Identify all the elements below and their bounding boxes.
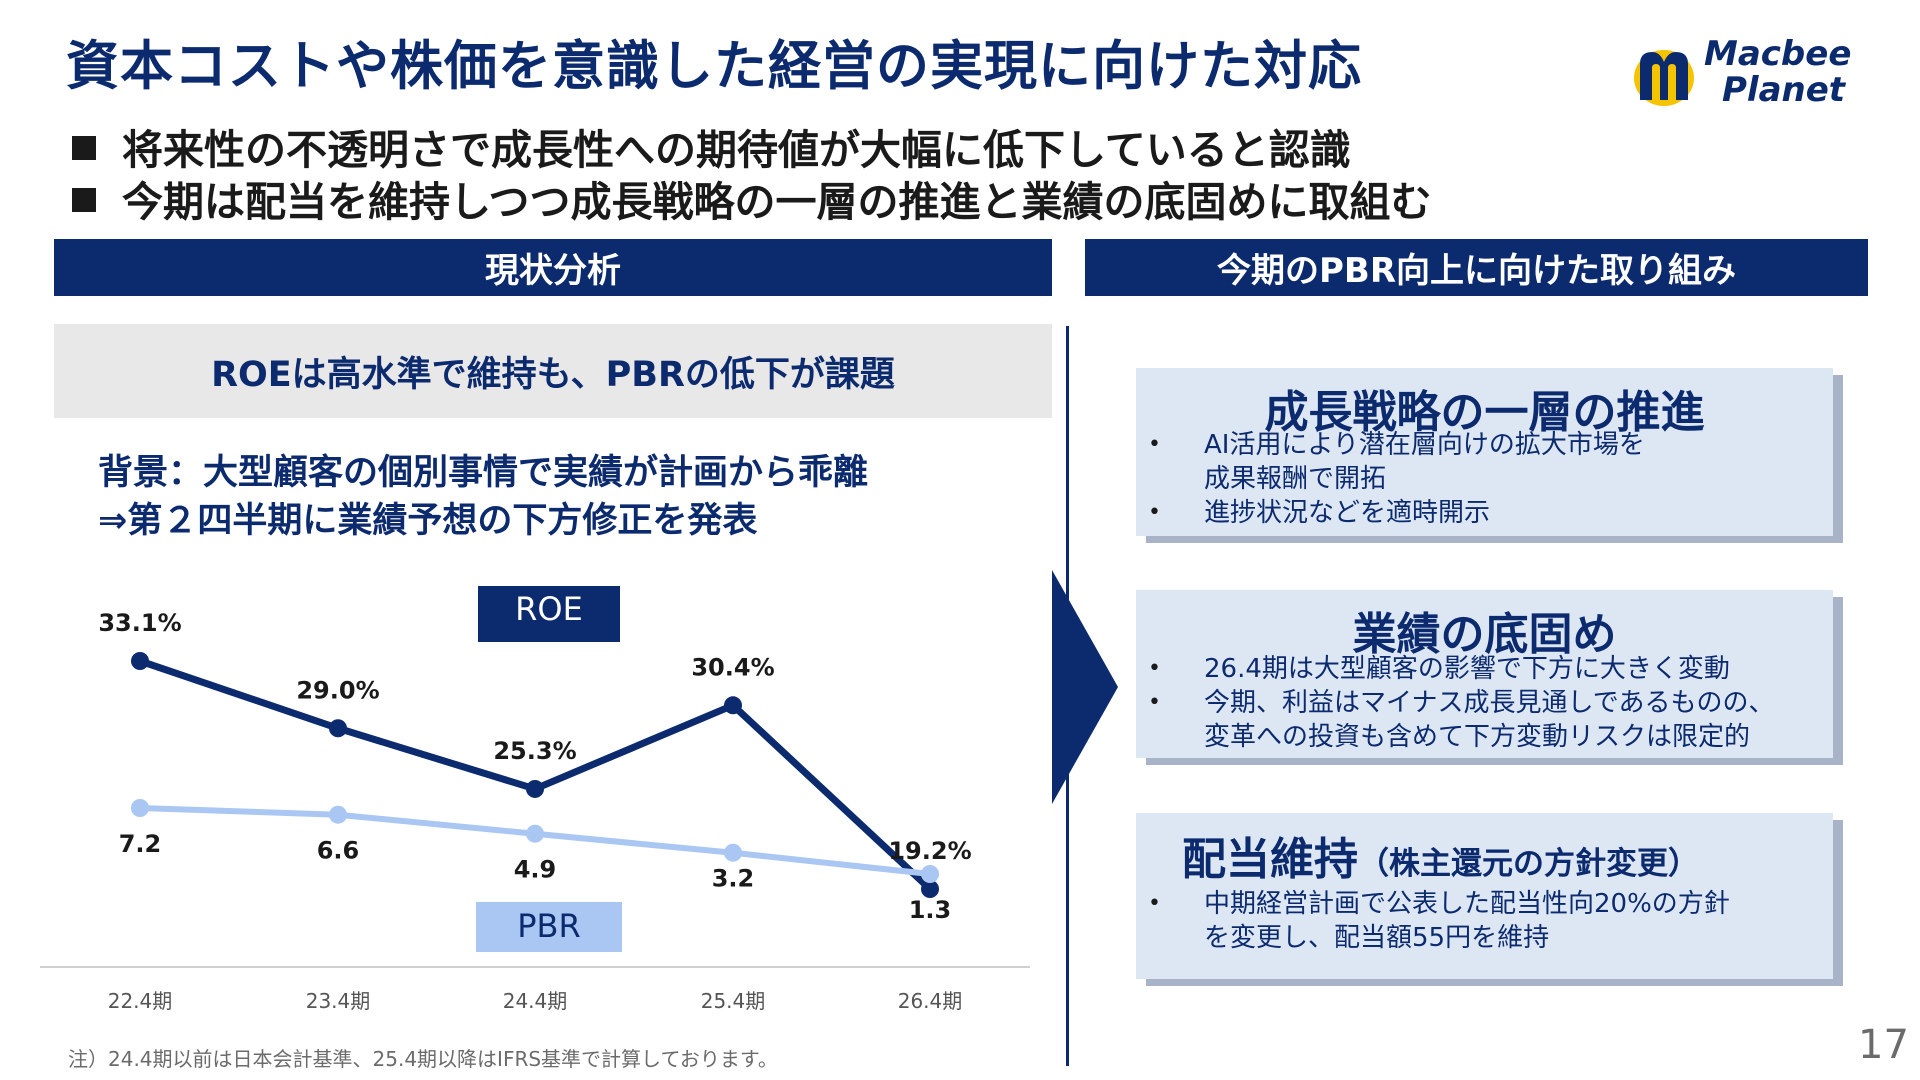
series-roe-point [526, 779, 544, 798]
card-3-list: 中期経営計画で公表した配当性向20%の方針 を変更し、配当額55円を維持 [1136, 887, 1826, 955]
background-line-1: 背景：大型顧客の個別事情で実績が計画から乖離 [98, 453, 869, 493]
legend-roe-label: ROE [515, 590, 583, 628]
series-pbr-point [131, 799, 149, 817]
series-pbr-data-label: 6.6 [317, 837, 360, 865]
x-tick-label: 23.4期 [306, 989, 371, 1013]
series-pbr-data-label: 3.2 [712, 865, 755, 893]
bullet-2: 今期は配当を維持しつつ成長戦略の一層の推進と業績の底固めに取組む [72, 168, 1432, 228]
card-1-list: AI活用により潜在層向けの拡大市場を 成果報酬で開拓 進捗状況などを適時開示 [1136, 428, 1826, 530]
legend-roe-box [478, 586, 620, 642]
series-pbr-data-label: 4.9 [514, 856, 557, 884]
card-2-item-1: 26.4期は大型顧客の影響で下方に大きく変動 [1136, 652, 1826, 686]
series-roe-point [921, 880, 939, 898]
series-roe-data-label: 25.3% [493, 737, 576, 765]
x-tick-label: 26.4期 [898, 989, 963, 1013]
card-3-title: 配当維持 [1182, 834, 1358, 885]
series-pbr-data-label: 1.3 [909, 896, 952, 924]
x-tick-label: 22.4期 [108, 989, 173, 1013]
background-line-2: ⇒第２四半期に業績予想の下方修正を発表 [98, 501, 758, 541]
series-roe-point [724, 696, 742, 715]
square-bullet-icon [72, 136, 96, 160]
series-pbr-point [921, 865, 939, 883]
series-pbr-point [526, 824, 544, 843]
x-tick-label: 24.4期 [503, 989, 568, 1013]
card-growth-strategy: 成長戦略の一層の推進 AI活用により潜在層向けの拡大市場を 成果報酬で開拓 進捗… [1136, 368, 1833, 536]
left-section-header: 現状分析 [54, 239, 1052, 296]
card-2-list: 26.4期は大型顧客の影響で下方に大きく変動 今期、利益はマイナス成長見通しであ… [1136, 652, 1826, 754]
square-bullet-icon [72, 188, 96, 212]
right-section-header: 今期のPBR向上に向けた取り組み [1085, 239, 1868, 296]
legend-pbr-label: PBR [517, 907, 580, 945]
page-number: 17 [1858, 1022, 1909, 1068]
logo-text-line1: Macbee [1704, 34, 1852, 74]
card-3-item-1: 中期経営計画で公表した配当性向20%の方針 を変更し、配当額55円を維持 [1136, 887, 1826, 955]
series-roe-data-label: 19.2% [888, 837, 971, 865]
x-tick-label: 25.4期 [701, 989, 766, 1013]
card-3-heading: 配当維持（株主還元の方針変更） [1182, 823, 1699, 887]
footnote: 注）24.4期以前は日本会計基準、25.4期以降はIFRS基準で計算しております… [68, 1047, 778, 1071]
bullet-1-text: 将来性の不透明さで成長性への期待値が大幅に低下していると認識 [122, 126, 1351, 174]
page-title: 資本コストや株価を意識した経営の実現に向けた対応 [66, 36, 1362, 97]
series-roe-data-label: 30.4% [691, 653, 774, 681]
right-arrow-icon [1052, 570, 1118, 804]
series-roe-point [131, 652, 149, 670]
card-3-subtitle: （株主還元の方針変更） [1358, 846, 1699, 882]
series-pbr-point [329, 805, 347, 824]
macbee-planet-logo: Macbee Planet [1630, 34, 1890, 114]
series-roe-data-label: 29.0% [296, 676, 379, 704]
series-pbr-point [724, 843, 742, 862]
roe-pbr-line-chart: 33.1% 29.0% 25.3% 30.4% 19.2% 7.2 6.6 4.9 3.2 1.3… [40, 586, 1030, 1013]
card-1-item-2: 進捗状況などを適時開示 [1136, 496, 1826, 530]
card-dividend: 配当維持（株主還元の方針変更） 中期経営計画で公表した配当性向20%の方針 を変… [1136, 813, 1833, 979]
left-subtitle-box: ROEは高水準で維持も、PBRの低下が課題 [54, 324, 1052, 418]
bullet-1: 将来性の不透明さで成長性への期待値が大幅に低下していると認識 [72, 116, 1351, 176]
legend-pbr-box [476, 902, 622, 952]
card-performance-base: 業績の底固め 26.4期は大型顧客の影響で下方に大きく変動 今期、利益はマイナス… [1136, 590, 1833, 758]
card-1-item-1: AI活用により潜在層向けの拡大市場を 成果報酬で開拓 [1136, 428, 1826, 496]
bullet-2-text: 今期は配当を維持しつつ成長戦略の一層の推進と業績の底固めに取組む [122, 178, 1432, 226]
series-roe-point [329, 719, 347, 738]
card-2-item-2: 今期、利益はマイナス成長見通しであるものの、 変革への投資も含めて下方変動リスク… [1136, 686, 1826, 754]
series-roe-data-label: 33.1% [98, 609, 181, 637]
logo-mark-icon [1634, 50, 1694, 106]
series-pbr-data-label: 7.2 [119, 830, 162, 858]
logo-text-line2: Planet [1722, 70, 1846, 110]
